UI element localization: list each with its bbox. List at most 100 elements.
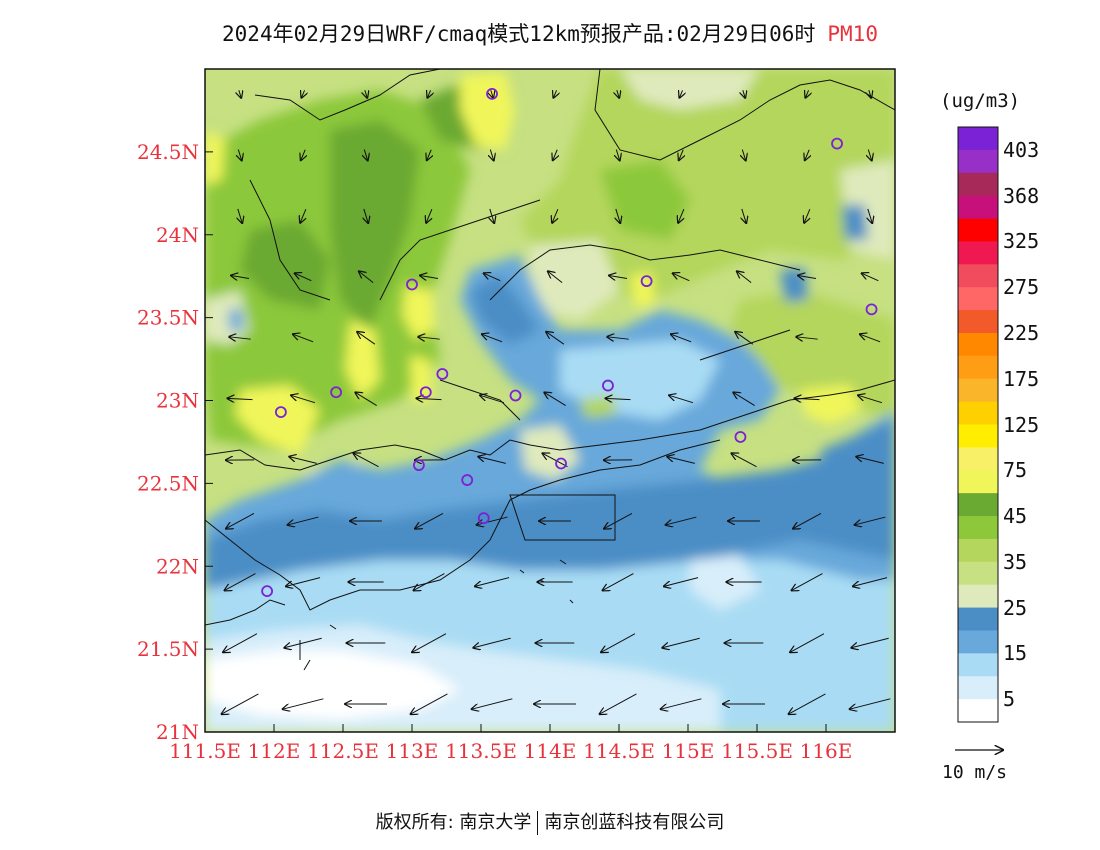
station-marker (509, 389, 522, 402)
wind-arrow (869, 90, 871, 98)
wind-arrow (789, 693, 826, 714)
station-marker (436, 368, 449, 380)
colorbar-swatch (958, 378, 998, 403)
colorbar-swatch (958, 424, 998, 448)
wind-arrow (661, 698, 702, 709)
colorbar-label: 15 (1003, 641, 1028, 666)
x-tick-label: 114E (524, 739, 577, 763)
colorbar-label: 75 (1003, 458, 1028, 483)
wind-arrow (288, 516, 319, 525)
y-tick-label: 23N (156, 389, 199, 413)
wind-arrow (733, 392, 755, 406)
colorbar-label: 45 (1003, 504, 1028, 529)
station-marker (419, 386, 432, 399)
wind-arrow (742, 149, 745, 161)
colorbar-swatch (958, 195, 998, 220)
y-tick-label: 24.5N (137, 140, 199, 164)
wind-arrow (478, 457, 506, 464)
wind-arrow (664, 577, 699, 587)
wind-arrow (223, 633, 258, 653)
colorbar-swatch (958, 264, 998, 288)
station-marker (477, 512, 490, 525)
wind-arrow (860, 334, 881, 343)
wind-arrow (856, 457, 884, 464)
station-marker (831, 137, 843, 150)
footer-divider (537, 811, 539, 835)
station-marker (640, 275, 653, 288)
wind-arrow (284, 637, 322, 648)
station-marker (330, 386, 343, 399)
wind-arrow (609, 275, 628, 278)
colorbar-unit: (ug/m3) (940, 90, 1021, 112)
colorbar-swatch (958, 470, 998, 494)
station-marker (486, 87, 498, 100)
wind-arrow (546, 332, 565, 345)
wind-arrow (850, 698, 891, 709)
wind-arrow (353, 453, 379, 468)
colorbar-frame (957, 126, 999, 723)
wind-arrow (855, 516, 886, 525)
wind-arrow (291, 395, 316, 404)
wind-arrow (542, 453, 568, 468)
company-name: 南京创蓝科技有限公司 (544, 812, 725, 833)
wind-arrow (238, 149, 241, 161)
wind-arrow (552, 208, 558, 223)
y-tick-label: 22N (156, 554, 199, 578)
wind-arrow (805, 90, 808, 97)
wind-arrow (868, 149, 871, 161)
station-marker (461, 474, 474, 486)
x-tick-label: 115.5E (721, 739, 793, 763)
wind-arrow (679, 90, 682, 97)
colorbar-label: 368 (1003, 183, 1040, 208)
wind-arrow (295, 273, 312, 282)
wind-arrow (796, 337, 818, 339)
wind-vectors (222, 90, 891, 714)
colorbar-label: 5 (1003, 687, 1016, 712)
wind-arrow (617, 90, 619, 98)
colorbar-swatch (958, 355, 998, 380)
x-tick-label: 113.5E (445, 739, 517, 763)
station-marker (602, 379, 614, 392)
colorbar-label: 325 (1003, 229, 1040, 254)
wind-arrow (283, 698, 324, 709)
wind-arrow (301, 90, 304, 97)
wind-arrow (226, 512, 255, 528)
colorbar-swatch (958, 287, 998, 311)
wind-arrow (355, 392, 377, 406)
wind-arrow (412, 633, 447, 653)
wind-arrow (669, 395, 694, 404)
wind-arrow (300, 208, 306, 223)
wind-arrow (793, 512, 822, 528)
title-main: 2024年02月29日WRF/cmaq模式12km预报产品:02月29日06时 (222, 22, 816, 46)
station-marker (734, 431, 747, 443)
colorbar-swatch (958, 401, 998, 425)
colorbar-label: 403 (1003, 137, 1040, 162)
wind-arrow (490, 149, 493, 161)
wind-arrow (805, 149, 809, 161)
station-marker (274, 406, 287, 419)
x-tick-label: 111.5E (169, 739, 241, 763)
colorbar-swatch (958, 493, 998, 517)
wind-arrow (601, 633, 636, 653)
wind-arrow (414, 573, 445, 591)
chart-title: 2024年02月29日WRF/cmaq模式12km预报产品:02月29日06时 P… (0, 18, 1100, 48)
wind-arrow (365, 90, 367, 98)
wind-arrow (293, 334, 314, 343)
station-marker (406, 278, 418, 291)
colorbar-swatch (958, 447, 998, 471)
colorbar-label: 275 (1003, 275, 1040, 300)
wind-arrow (858, 395, 883, 404)
y-tick-label: 22.5N (137, 471, 199, 495)
wind-arrow (671, 334, 692, 343)
wind-arrow (475, 577, 510, 587)
colorbar-swatch (958, 607, 998, 631)
station-marker (865, 303, 878, 316)
colorbar-swatch (958, 127, 998, 151)
colorbar-swatch (958, 676, 998, 700)
wind-arrow (553, 90, 556, 97)
title-pollutant: PM10 (827, 22, 878, 46)
wind-arrow (357, 332, 376, 345)
wind-arrow (862, 273, 879, 282)
colorbar-label: 25 (1003, 595, 1028, 620)
wind-arrow (603, 573, 634, 591)
